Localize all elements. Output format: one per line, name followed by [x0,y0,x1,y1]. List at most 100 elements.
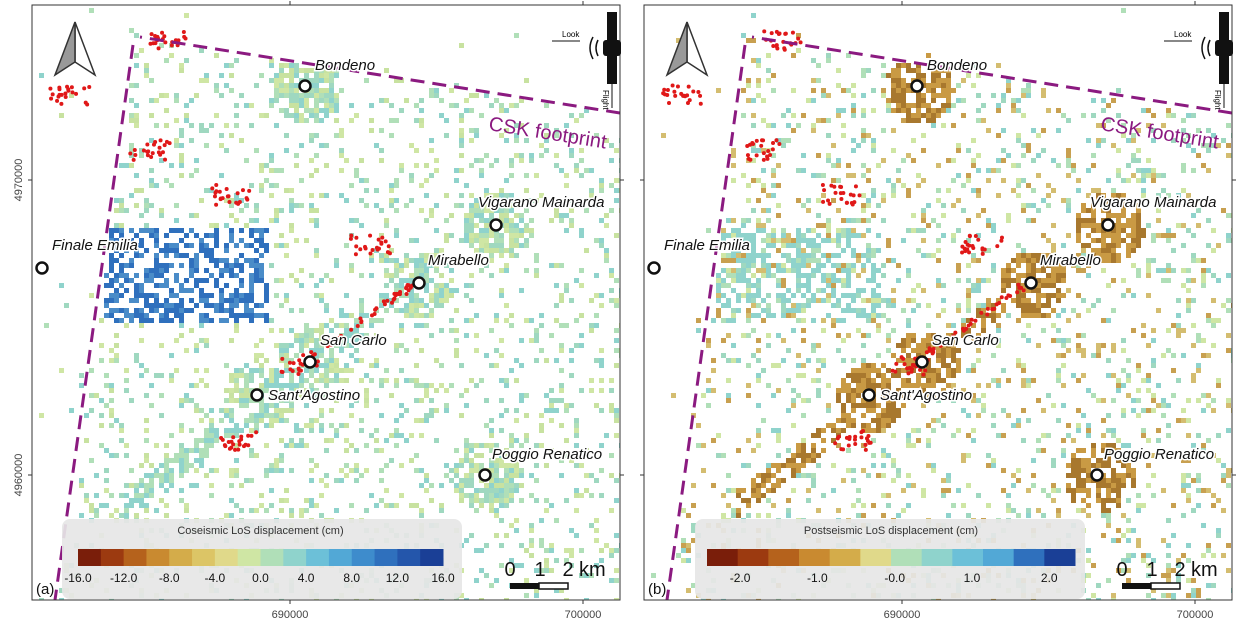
displacement-pixel [244,203,249,208]
y-axis-label: 4970000 [13,159,25,202]
displacement-pixel [1091,393,1096,398]
displacement-pixel [826,58,831,63]
displacement-pixel [389,393,394,398]
displacement-pixel [766,238,771,243]
displacement-pixel [756,288,761,293]
displacement-pixel [464,98,469,103]
displacement-pixel [204,188,209,193]
displacement-pixel [169,473,174,478]
displacement-pixel [841,228,846,233]
displacement-pixel [189,273,194,278]
displacement-pixel [479,228,484,233]
displacement-pixel [269,98,274,103]
displacement-pixel [614,188,619,193]
displacement-pixel [746,503,751,508]
displacement-pixel [499,238,504,243]
displacement-pixel [324,78,329,83]
displacement-pixel [509,253,514,258]
displacement-pixel [104,298,109,303]
displacement-pixel [499,248,504,253]
displacement-pixel [559,168,564,173]
displacement-pixel [559,348,564,353]
displacement-pixel [209,233,214,238]
displacement-pixel [936,313,941,318]
displacement-pixel [269,488,274,493]
displacement-pixel [1021,253,1026,258]
displacement-pixel [479,243,484,248]
displacement-pixel [826,233,831,238]
displacement-pixel [1056,288,1061,293]
displacement-pixel [976,493,981,498]
displacement-pixel [991,168,996,173]
displacement-pixel [554,358,559,363]
displacement-pixel [881,448,886,453]
displacement-pixel [294,63,299,68]
displacement-pixel [991,223,996,228]
displacement-pixel [354,448,359,453]
displacement-pixel [554,318,559,323]
displacement-pixel [219,273,224,278]
displacement-pixel [304,118,309,123]
displacement-pixel [174,273,179,278]
displacement-pixel [304,338,309,343]
displacement-pixel [721,338,726,343]
displacement-pixel [149,178,154,183]
displacement-pixel [956,368,961,373]
displacement-pixel [811,448,816,453]
displacement-pixel [489,488,494,493]
displacement-pixel [574,118,579,123]
colorbar-tick: -8.0 [159,571,180,585]
displacement-pixel [731,513,736,518]
displacement-pixel [434,388,439,393]
displacement-pixel [1076,223,1081,228]
displacement-pixel [614,198,619,203]
displacement-pixel [771,233,776,238]
displacement-pixel [866,363,871,368]
displacement-pixel [39,73,44,78]
highlight-point [59,102,63,106]
highlight-point [371,248,375,252]
displacement-pixel [494,508,499,513]
displacement-pixel [504,213,509,218]
displacement-pixel [134,308,139,313]
displacement-pixel [184,468,189,473]
displacement-pixel [219,308,224,313]
displacement-pixel [514,528,519,533]
displacement-pixel [344,158,349,163]
displacement-pixel [544,508,549,513]
displacement-pixel [876,233,881,238]
displacement-pixel [274,213,279,218]
displacement-pixel [504,218,509,223]
displacement-pixel [369,318,374,323]
displacement-pixel [119,423,124,428]
highlight-point [182,30,186,34]
displacement-pixel [189,213,194,218]
displacement-pixel [209,443,214,448]
displacement-pixel [179,283,184,288]
displacement-pixel [429,483,434,488]
displacement-pixel [199,408,204,413]
north-arrow [55,22,75,75]
displacement-pixel [976,168,981,173]
displacement-pixel [259,243,264,248]
displacement-pixel [384,488,389,493]
displacement-pixel [756,58,761,63]
displacement-pixel [244,293,249,298]
displacement-pixel [169,163,174,168]
displacement-pixel [931,378,936,383]
displacement-pixel [199,418,204,423]
displacement-pixel [901,343,906,348]
displacement-pixel [444,118,449,123]
displacement-pixel [114,273,119,278]
displacement-pixel [319,353,324,358]
displacement-pixel [871,363,876,368]
highlight-point [227,200,231,204]
displacement-pixel [756,148,761,153]
displacement-pixel [786,233,791,238]
displacement-pixel [766,478,771,483]
displacement-pixel [164,93,169,98]
displacement-pixel [174,308,179,313]
displacement-pixel [1031,188,1036,193]
displacement-pixel [99,443,104,448]
displacement-pixel [439,288,444,293]
